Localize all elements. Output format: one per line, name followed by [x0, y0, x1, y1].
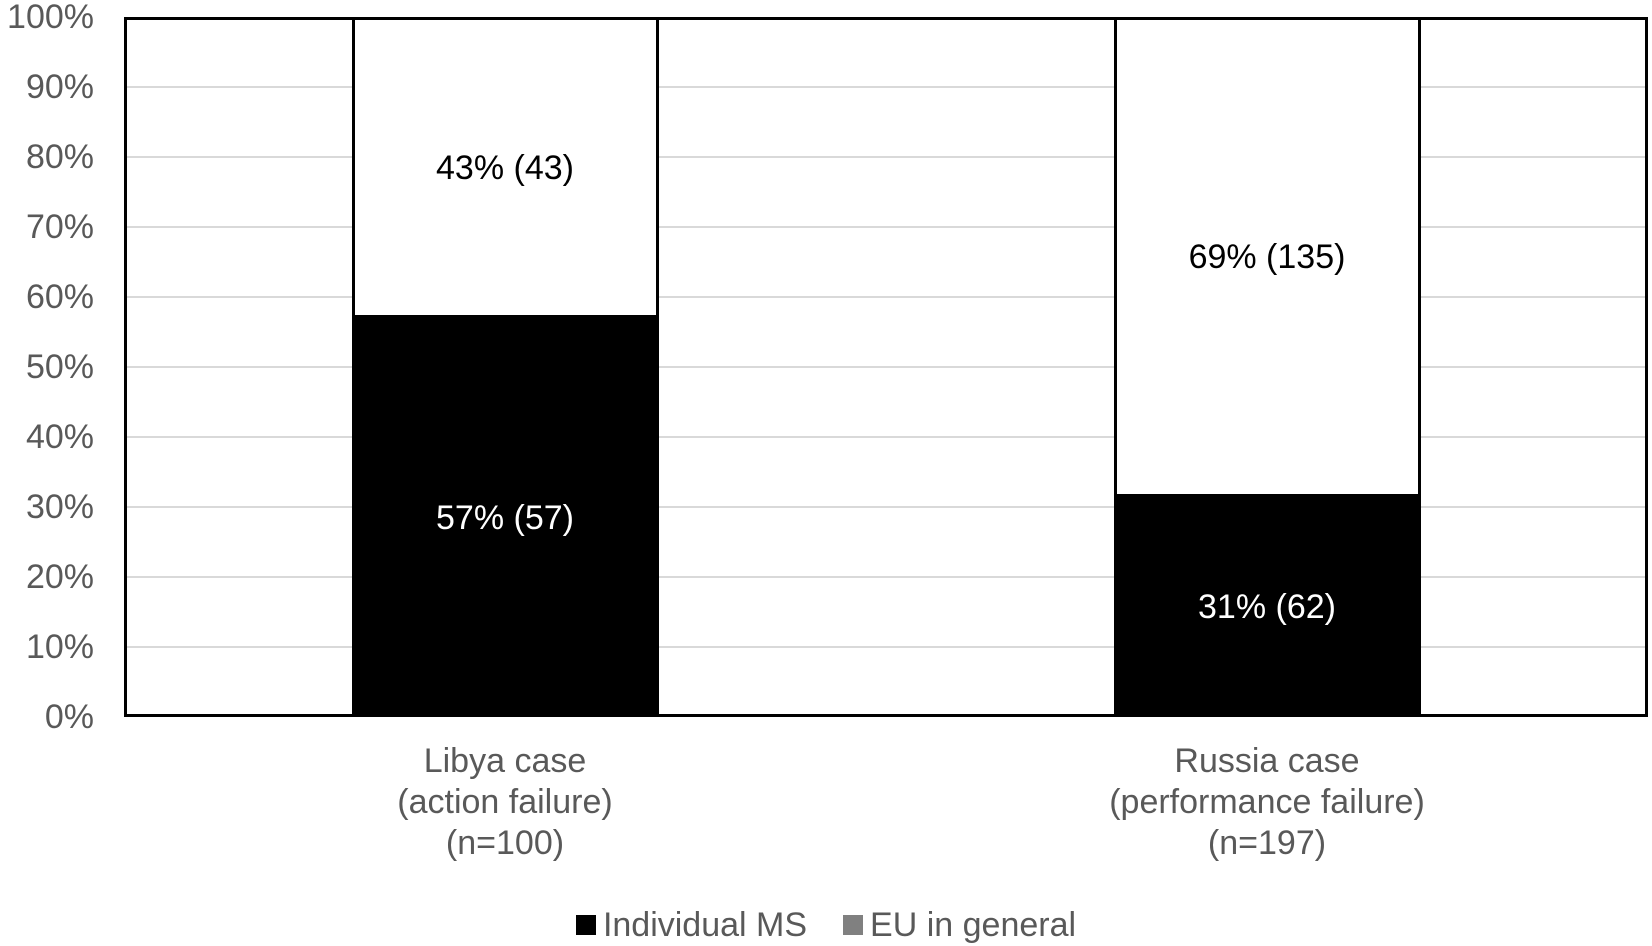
gridline — [124, 436, 1648, 438]
data-label: 31% (62) — [1198, 587, 1336, 626]
category-label-line: (performance failure) — [1109, 783, 1425, 821]
y-axis-tick-label: 60% — [25, 278, 94, 316]
legend: Individual MS EU in general — [0, 903, 1652, 946]
legend-item: EU in general — [843, 908, 1076, 942]
legend-swatch-icon — [843, 914, 864, 935]
gridline — [124, 366, 1648, 368]
gridline — [124, 156, 1648, 158]
category-label-line: Russia case — [1174, 742, 1360, 780]
y-axis-tick-label: 90% — [25, 68, 94, 106]
data-label: 43% (43) — [436, 148, 574, 187]
y-axis-tick-label: 10% — [25, 628, 94, 666]
y-axis-tick-label: 80% — [25, 138, 94, 176]
y-axis-tick-label: 70% — [25, 208, 94, 246]
legend-item: Individual MS — [575, 905, 808, 944]
gridline — [124, 576, 1648, 578]
y-axis-tick-label: 50% — [25, 348, 94, 386]
category-label: Libya case (action failure) (n=100) — [124, 741, 886, 864]
gridline — [124, 646, 1648, 648]
bar-segment: 31% (62) — [1113, 496, 1421, 717]
y-axis-tick-label: 100% — [7, 0, 94, 36]
bar-segment: 43% (43) — [351, 17, 659, 318]
bar-segment: 69% (135) — [1113, 17, 1421, 497]
stacked-bar: 43% (43) 57% (57) — [351, 17, 659, 717]
category-label-line: Libya case — [423, 742, 587, 780]
category-label: Russia case (performance failure) (n=197) — [886, 741, 1648, 864]
data-label: 57% (57) — [436, 498, 574, 537]
plot-area: 43% (43) 57% (57) 69% (135) 31% (62) — [124, 17, 1648, 717]
y-axis-tick-label: 40% — [25, 418, 94, 456]
gridline — [124, 86, 1648, 88]
gridline — [124, 226, 1648, 228]
category-label-line: (n=197) — [1207, 824, 1327, 862]
stacked-bar: 69% (135) 31% (62) — [1113, 17, 1421, 717]
legend-label: Individual MS — [602, 905, 808, 944]
gridline — [124, 506, 1648, 508]
data-label: 69% (135) — [1188, 237, 1346, 276]
category-label-line: (n=100) — [445, 824, 565, 862]
y-axis-tick-label: 0% — [44, 698, 94, 736]
gridline — [124, 296, 1648, 298]
bar-segment: 57% (57) — [351, 318, 659, 717]
category-label-line: (action failure) — [397, 783, 613, 821]
y-axis-tick-label: 30% — [25, 488, 94, 526]
legend-label: EU in general — [870, 905, 1077, 944]
category-axis-labels: Libya case (action failure) (n=100) Russia … — [124, 741, 1648, 864]
legend-swatch-icon — [575, 914, 596, 935]
y-axis-tick-label: 20% — [25, 558, 94, 596]
